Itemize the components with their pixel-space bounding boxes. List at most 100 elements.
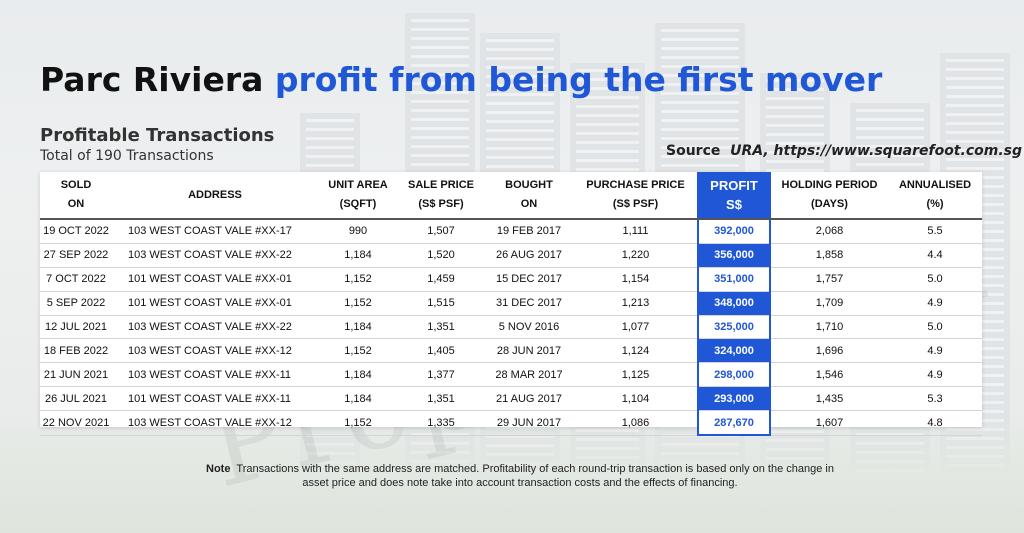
column-header-purchase-price: PURCHASE PRICE (S$ PSF) <box>574 172 698 220</box>
column-header-line: UNIT AREA <box>328 179 388 191</box>
column-header-line: ADDRESS <box>188 188 242 201</box>
cell-sold-on: 27 SEP 2022 <box>40 243 112 268</box>
table-row: 18 FEB 2022 103 WEST COAST VALE #XX-12 1,1… <box>40 338 982 364</box>
cell-bought-on: 26 AUG 2017 <box>484 243 574 268</box>
column-header-line: SOLD <box>60 179 92 191</box>
cell-purchase-price: 1,124 <box>574 338 698 364</box>
cell-bought-on: 28 MAR 2017 <box>484 362 574 388</box>
transaction-count: Total of 190 Transactions <box>40 148 214 164</box>
cell-sale-price: 1,351 <box>398 386 484 412</box>
cell-annualised: 4.4 <box>888 243 982 268</box>
cell-bought-on: 21 AUG 2017 <box>484 386 574 412</box>
cell-profit: 348,000 <box>697 291 771 316</box>
cell-holding-period: 1,709 <box>770 291 888 316</box>
cell-purchase-price: 1,213 <box>574 291 698 316</box>
cell-address: 103 WEST COAST VALE #XX-11 <box>112 362 318 388</box>
cell-purchase-price: 1,154 <box>574 267 698 292</box>
column-header-line: PROFIT <box>710 178 758 193</box>
cell-unit-area: 990 <box>318 219 398 244</box>
cell-sold-on: 26 JUL 2021 <box>40 386 112 412</box>
cell-purchase-price: 1,086 <box>574 410 698 436</box>
table-row: 27 SEP 2022 103 WEST COAST VALE #XX-22 1,1… <box>40 243 982 268</box>
column-header-line: (SQFT) <box>339 198 377 210</box>
cell-profit: 287,670 <box>697 410 771 437</box>
cell-sold-on: 12 JUL 2021 <box>40 315 112 340</box>
cell-holding-period: 1,546 <box>770 362 888 388</box>
cell-address: 103 WEST COAST VALE #XX-12 <box>112 338 318 364</box>
cell-address: 101 WEST COAST VALE #XX-01 <box>112 291 318 316</box>
cell-sold-on: 19 OCT 2022 <box>40 219 112 244</box>
cell-address: 101 WEST COAST VALE #XX-01 <box>112 267 318 292</box>
cell-sale-price: 1,507 <box>398 219 484 244</box>
cell-sold-on: 21 JUN 2021 <box>40 362 112 388</box>
cell-annualised: 5.0 <box>888 315 982 340</box>
column-header-unit-area: UNIT AREA (SQFT) <box>318 172 398 220</box>
column-header-line: ON <box>520 198 538 210</box>
column-header-line: (S$ PSF) <box>418 198 464 210</box>
cell-sale-price: 1,377 <box>398 362 484 388</box>
table-row: 21 JUN 2021 103 WEST COAST VALE #XX-11 1,1… <box>40 362 982 388</box>
column-header-bought-on: BOUGHT ON <box>484 172 574 220</box>
table-row: 7 OCT 2022 101 WEST COAST VALE #XX-01 1,15… <box>40 267 982 292</box>
cell-unit-area: 1,184 <box>318 362 398 388</box>
cell-unit-area: 1,152 <box>318 338 398 364</box>
column-header-line: S$ <box>726 197 742 212</box>
cell-bought-on: 28 JUN 2017 <box>484 338 574 364</box>
section-heading: Profitable Transactions <box>40 125 275 146</box>
cell-address: 103 WEST COAST VALE #XX-12 <box>112 410 318 436</box>
cell-profit: 324,000 <box>697 338 771 364</box>
cell-sold-on: 18 FEB 2022 <box>40 338 112 364</box>
cell-profit: 293,000 <box>697 386 771 412</box>
cell-purchase-price: 1,104 <box>574 386 698 412</box>
cell-annualised: 5.0 <box>888 267 982 292</box>
cell-profit: 325,000 <box>697 315 771 340</box>
cell-address: 101 WEST COAST VALE #XX-11 <box>112 386 318 412</box>
cell-purchase-price: 1,077 <box>574 315 698 340</box>
column-header-line: ON <box>67 198 85 210</box>
cell-holding-period: 1,710 <box>770 315 888 340</box>
cell-sale-price: 1,405 <box>398 338 484 364</box>
cell-profit: 298,000 <box>697 362 771 388</box>
column-header-holding-period: HOLDING PERIOD (DAYS) <box>770 172 888 220</box>
cell-unit-area: 1,184 <box>318 386 398 412</box>
cell-holding-period: 1,435 <box>770 386 888 412</box>
cell-address: 103 WEST COAST VALE #XX-22 <box>112 243 318 268</box>
cell-bought-on: 29 JUN 2017 <box>484 410 574 436</box>
cell-purchase-price: 1,220 <box>574 243 698 268</box>
cell-sold-on: 5 SEP 2022 <box>40 291 112 316</box>
column-header-line: SALE PRICE <box>407 179 474 191</box>
transactions-table: SOLD ON ADDRESS UNIT AREA (SQFT) SALE PRICE (S… <box>40 172 982 437</box>
cell-purchase-price: 1,125 <box>574 362 698 388</box>
source-label: Source <box>666 143 721 159</box>
cell-profit: 351,000 <box>697 267 771 292</box>
source-text: URA, https://www.squarefoot.com.sg <box>730 143 1022 159</box>
column-header-sale-price: SALE PRICE (S$ PSF) <box>398 172 484 220</box>
title-tagline: profit from being the first mover <box>274 60 883 99</box>
cell-annualised: 4.9 <box>888 291 982 316</box>
column-header-profit: PROFIT S$ <box>697 172 771 220</box>
cell-address: 103 WEST COAST VALE #XX-22 <box>112 315 318 340</box>
cell-annualised: 4.9 <box>888 338 982 364</box>
cell-annualised: 4.9 <box>888 362 982 388</box>
cell-bought-on: 5 NOV 2016 <box>484 315 574 340</box>
title-project-name: Parc Riviera <box>40 60 264 99</box>
cell-annualised: 4.8 <box>888 410 982 436</box>
cell-unit-area: 1,184 <box>318 315 398 340</box>
cell-sale-price: 1,520 <box>398 243 484 268</box>
cell-unit-area: 1,152 <box>318 267 398 292</box>
cell-unit-area: 1,152 <box>318 291 398 316</box>
column-header-line: (%) <box>926 198 944 210</box>
table-row: 12 JUL 2021 103 WEST COAST VALE #XX-22 1,1… <box>40 315 982 340</box>
cell-bought-on: 15 DEC 2017 <box>484 267 574 292</box>
cell-sale-price: 1,515 <box>398 291 484 316</box>
cell-profit: 392,000 <box>697 219 771 244</box>
cell-sale-price: 1,335 <box>398 410 484 436</box>
note-text: Transactions with the same address are m… <box>236 463 834 489</box>
cell-address: 103 WEST COAST VALE #XX-17 <box>112 219 318 244</box>
cell-sale-price: 1,351 <box>398 315 484 340</box>
cell-profit: 356,000 <box>697 243 771 268</box>
note-label: Note <box>206 463 231 475</box>
cell-sold-on: 22 NOV 2021 <box>40 410 112 436</box>
table-body: 19 OCT 2022 103 WEST COAST VALE #XX-17 990… <box>40 219 982 437</box>
column-header-sold-on: SOLD ON <box>40 172 112 220</box>
